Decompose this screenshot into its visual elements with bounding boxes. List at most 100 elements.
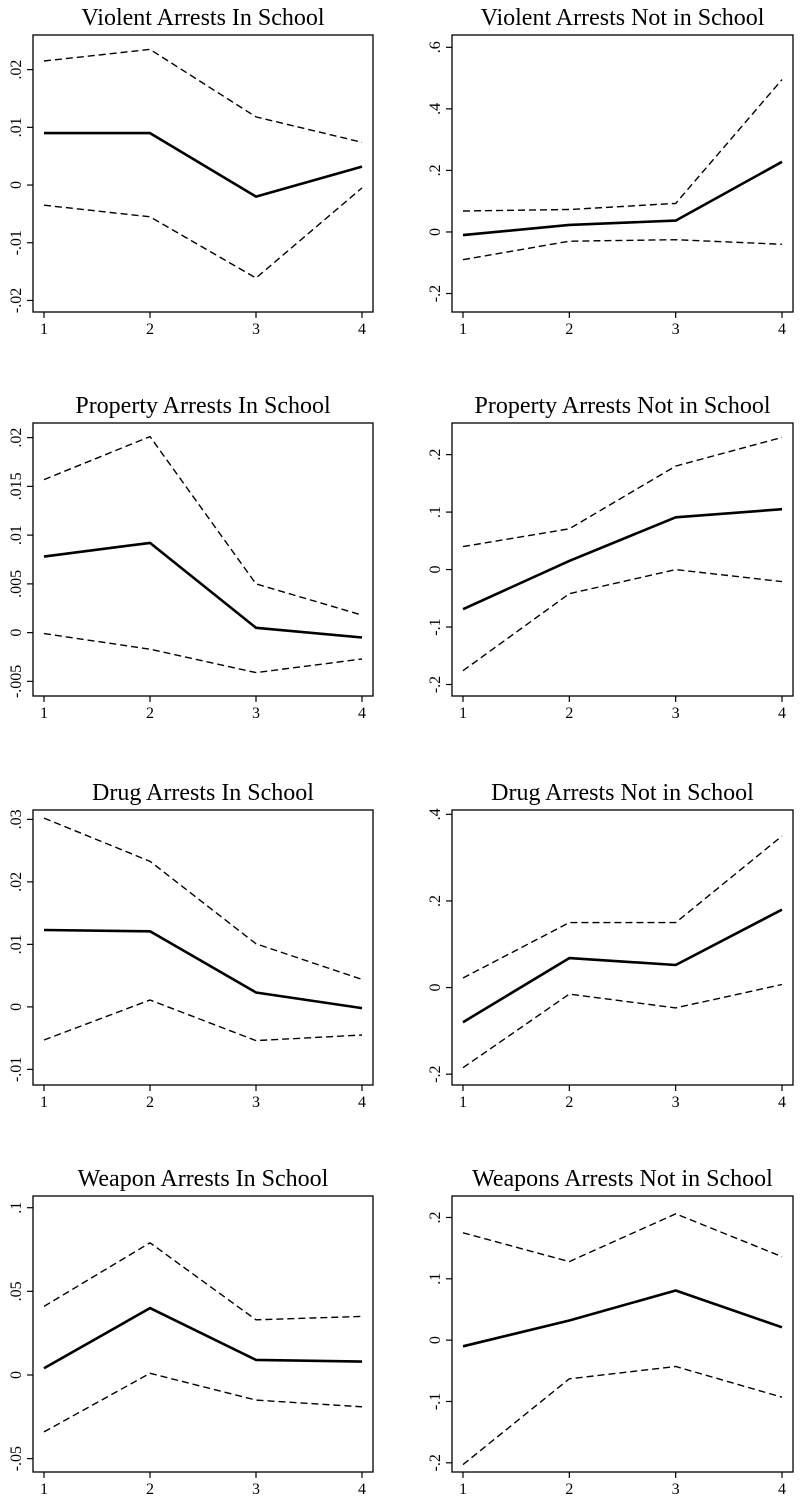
- panel-7: Weapon Arrests In School 1 2 3 4 -.05 0 .05 .1: [8, 1166, 374, 1498]
- x-tick-label: 3: [252, 1094, 260, 1111]
- y-tick-label: 0: [8, 629, 25, 637]
- y-tick-label: .2: [427, 1211, 444, 1223]
- x-tick-label: 2: [146, 705, 154, 722]
- series-estimate-line: [43, 1306, 363, 1370]
- plot-frame: [451, 1195, 794, 1473]
- y-tick-label: 0: [427, 984, 444, 992]
- y-tick-label: .4: [427, 103, 444, 115]
- panel-title: Drug Arrests Not in School: [491, 780, 754, 806]
- y-tick-label: .005: [8, 570, 25, 598]
- x-tick-label: 4: [778, 1094, 786, 1111]
- panel-1: Violent Arrests In School 1 2 3 4 -.02 -.01 0 .0…: [8, 5, 374, 338]
- series-lower-bound-line: [43, 632, 363, 674]
- x-tick-label: 4: [358, 1094, 366, 1111]
- x-tick-label: 1: [40, 705, 48, 722]
- y-tick-label: -.02: [8, 288, 25, 313]
- y-tick-label: .2: [427, 895, 444, 907]
- series-estimate-line: [462, 1289, 783, 1348]
- y-tick-label: 0: [427, 228, 444, 236]
- y-tick-label: .1: [8, 1202, 25, 1214]
- x-tick-label: 3: [672, 1094, 680, 1111]
- plot-frame: [32, 809, 374, 1086]
- y-tick-label: .01: [8, 525, 25, 545]
- x-tick-label: 2: [565, 1481, 573, 1498]
- panel-title: Weapons Arrests Not in School: [472, 1166, 773, 1192]
- y-tick-label: .1: [427, 506, 444, 518]
- x-tick-label: 3: [252, 1481, 260, 1498]
- plot-frame: [451, 34, 794, 313]
- y-tick-label: 0: [8, 1003, 25, 1011]
- series-estimate-line: [43, 541, 363, 639]
- y-tick-label: .01: [8, 934, 25, 954]
- y-tick-label: -.2: [427, 1454, 444, 1471]
- series-upper-bound-line: [462, 436, 783, 548]
- x-tick-label: 4: [778, 705, 786, 722]
- series-upper-bound-line: [43, 435, 363, 616]
- y-tick-label: .05: [8, 1281, 25, 1301]
- series-lower-bound-line: [43, 999, 363, 1042]
- series-lower-bound-line: [43, 1372, 363, 1433]
- x-tick-label: 4: [358, 705, 366, 722]
- panel-2: Violent Arrests Not in School 1 2 3 4 -.2 0 .2.…: [427, 5, 794, 338]
- series-lower-bound-line: [462, 1365, 783, 1466]
- y-tick-label: .03: [8, 809, 25, 829]
- y-tick-label: .015: [8, 472, 25, 500]
- panel-3: Property Arrests In School 1 2 3 4 -.005 0 .005…: [8, 393, 374, 722]
- x-tick-label: 3: [252, 321, 260, 338]
- y-tick-label: -.005: [8, 665, 25, 698]
- panel-4: Property Arrests Not in School 1 2 3 4 -.2 -.1…: [427, 393, 794, 722]
- x-tick-label: 3: [672, 321, 680, 338]
- panel-title: Property Arrests In School: [75, 393, 331, 419]
- x-tick-label: 4: [358, 1481, 366, 1498]
- y-tick-label: .4: [427, 808, 444, 820]
- plot-frame: [451, 422, 794, 697]
- series-upper-bound-line: [43, 48, 363, 143]
- series-upper-bound-line: [43, 1241, 363, 1321]
- x-tick-label: 2: [565, 1094, 573, 1111]
- y-tick-label: .2: [427, 449, 444, 461]
- y-tick-label: .02: [8, 60, 25, 80]
- x-tick-label: 2: [565, 321, 573, 338]
- y-tick-label: 0: [427, 1336, 444, 1344]
- x-tick-label: 1: [40, 1094, 48, 1111]
- x-tick-label: 2: [146, 321, 154, 338]
- series-estimate-line: [44, 131, 363, 198]
- panel-title: Weapon Arrests In School: [78, 1166, 329, 1192]
- series-lower-bound-line: [43, 187, 363, 279]
- x-tick-label: 1: [459, 321, 467, 338]
- x-tick-label: 3: [672, 705, 680, 722]
- y-tick-label: -.2: [427, 285, 444, 302]
- plot-frame: [451, 809, 794, 1086]
- panel-title: Property Arrests Not in School: [475, 393, 771, 419]
- series-lower-bound-line: [462, 568, 783, 672]
- x-tick-label: 1: [459, 1481, 467, 1498]
- series-upper-bound-line: [43, 817, 363, 981]
- y-tick-label: -.2: [427, 1066, 444, 1083]
- y-tick-label: .1: [427, 1273, 444, 1285]
- plot-frame: [32, 422, 374, 697]
- y-tick-label: 0: [8, 1371, 25, 1379]
- x-tick-label: 4: [778, 321, 786, 338]
- series-estimate-line: [462, 160, 783, 237]
- y-tick-label: -.01: [8, 1057, 25, 1082]
- panel-5: Drug Arrests In School 1 2 3 4 -.01 0 .01 .02 .03: [8, 780, 374, 1111]
- x-tick-label: 4: [358, 321, 366, 338]
- y-tick-label: .6: [427, 41, 444, 53]
- y-tick-label: 0: [8, 181, 25, 189]
- panel-8: Weapons Arrests Not in School 1 2 3 4 -.2 -.1 0…: [427, 1166, 794, 1498]
- x-tick-label: 2: [565, 705, 573, 722]
- panel-title: Drug Arrests In School: [92, 780, 314, 806]
- plot-frame: [32, 1195, 374, 1473]
- x-tick-label: 1: [40, 1481, 48, 1498]
- y-tick-label: -.01: [8, 230, 25, 255]
- panel-6: Drug Arrests Not in School 1 2 3 4 -.2 0 .2 .4: [427, 780, 794, 1111]
- series-estimate-line: [462, 908, 783, 1024]
- series-upper-bound-line: [462, 79, 783, 212]
- y-tick-label: -.1: [427, 1393, 444, 1410]
- series-estimate-line: [43, 928, 363, 1010]
- y-tick-label: .02: [8, 428, 25, 448]
- y-tick-label: -.1: [427, 618, 444, 635]
- x-tick-label: 2: [146, 1481, 154, 1498]
- x-tick-label: 1: [459, 705, 467, 722]
